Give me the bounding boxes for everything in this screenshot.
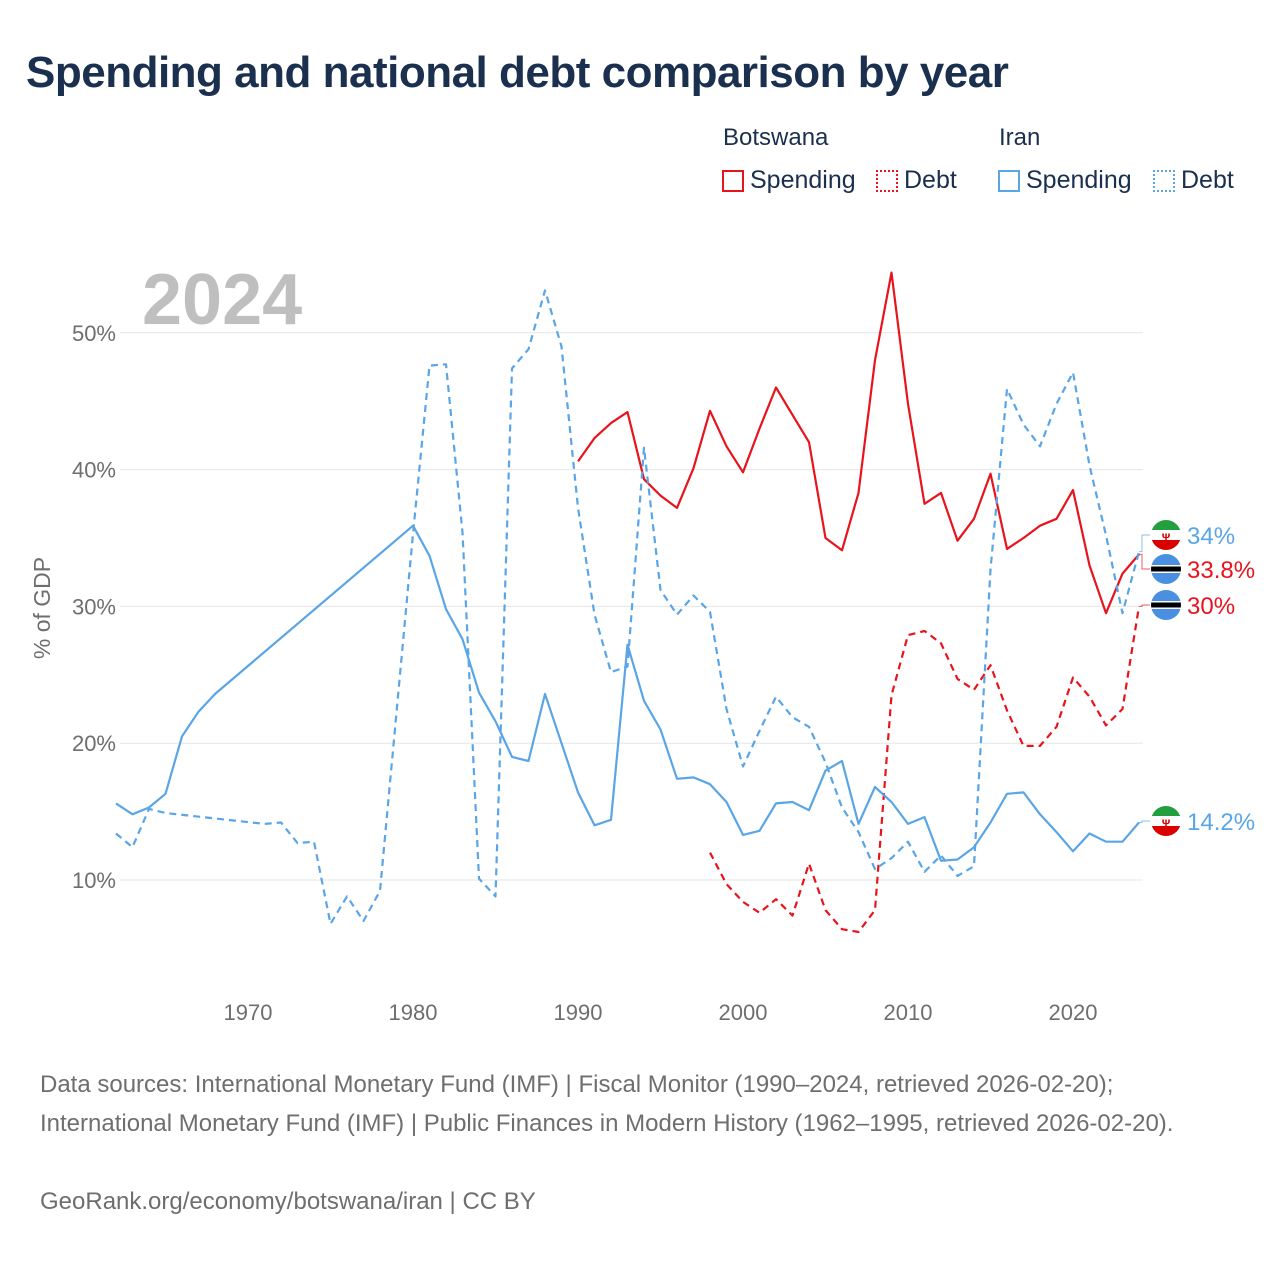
label-connector <box>1139 534 1150 553</box>
data-sources: Data sources: International Monetary Fun… <box>40 1071 1174 1137</box>
label-connector <box>1139 604 1150 607</box>
legend-label: Debt <box>904 166 957 194</box>
end-value-label-botswana-debt: 30% <box>1187 593 1235 620</box>
legend-label: Debt <box>1181 166 1234 194</box>
legend-swatch-dotted-blue <box>1153 169 1175 192</box>
svg-text:ᴪ: ᴪ <box>1161 815 1170 829</box>
botswana-flag-icon <box>1151 590 1181 620</box>
year-watermark: 2024 <box>142 260 302 340</box>
legend-iran-spending[interactable]: Spending <box>998 166 1132 195</box>
svg-text:ᴪ: ᴪ <box>1161 529 1170 543</box>
label-connector <box>1139 820 1150 824</box>
legend-group-botswana: Botswana <box>723 124 829 151</box>
legend-iran-debt[interactable]: Debt <box>1153 166 1234 195</box>
series-line-iran-spending[interactable] <box>115 524 1140 862</box>
x-tick-label: 1970 <box>224 1000 273 1025</box>
x-tick-label: 1990 <box>554 1000 603 1025</box>
end-value-label-botswana-spending: 33.8% <box>1187 557 1255 584</box>
label-connector <box>1139 553 1150 570</box>
y-tick-label: 20% <box>72 731 116 756</box>
iran-flag-icon: ᴪ <box>1151 806 1181 836</box>
legend-swatch-solid-blue <box>998 169 1020 192</box>
legend-botswana-spending[interactable]: Spending <box>722 166 856 195</box>
end-value-label-iran-debt: 34% <box>1187 523 1235 550</box>
series-line-botswana-debt[interactable] <box>709 606 1141 934</box>
y-tick-label: 10% <box>72 868 116 893</box>
x-tick-label: 2010 <box>884 1000 933 1025</box>
iran-flag-icon: ᴪ <box>1151 520 1181 550</box>
credit-link[interactable]: GeoRank.org/economy/botswana/iran | CC B… <box>40 1188 536 1215</box>
series-line-botswana-spending[interactable] <box>577 271 1140 615</box>
x-tick-label: 2000 <box>719 1000 768 1025</box>
y-axis-label: % of GDP <box>29 557 55 659</box>
y-tick-label: 40% <box>72 458 116 483</box>
chart-plot: 2024 % of GDP 10% 20% 30% 40% 50% 1970 1980 199… <box>29 260 1255 1025</box>
legend-label: Spending <box>750 166 856 194</box>
legend-group-iran: Iran <box>999 124 1041 151</box>
botswana-flag-icon <box>1151 554 1181 584</box>
series-line-iran-debt[interactable] <box>115 289 1141 925</box>
legend-botswana-debt[interactable]: Debt <box>876 166 957 195</box>
end-value-label-iran-spending: 14.2% <box>1187 809 1255 836</box>
y-tick-label: 50% <box>72 321 116 346</box>
x-tick-label: 1980 <box>389 1000 438 1025</box>
y-tick-label: 30% <box>72 594 116 619</box>
legend-swatch-solid-red <box>722 169 744 192</box>
legend-label: Spending <box>1026 166 1132 194</box>
legend-swatch-dotted-red <box>876 169 898 192</box>
chart-title: Spending and national debt comparison by… <box>26 48 1009 97</box>
x-tick-label: 2020 <box>1049 1000 1098 1025</box>
